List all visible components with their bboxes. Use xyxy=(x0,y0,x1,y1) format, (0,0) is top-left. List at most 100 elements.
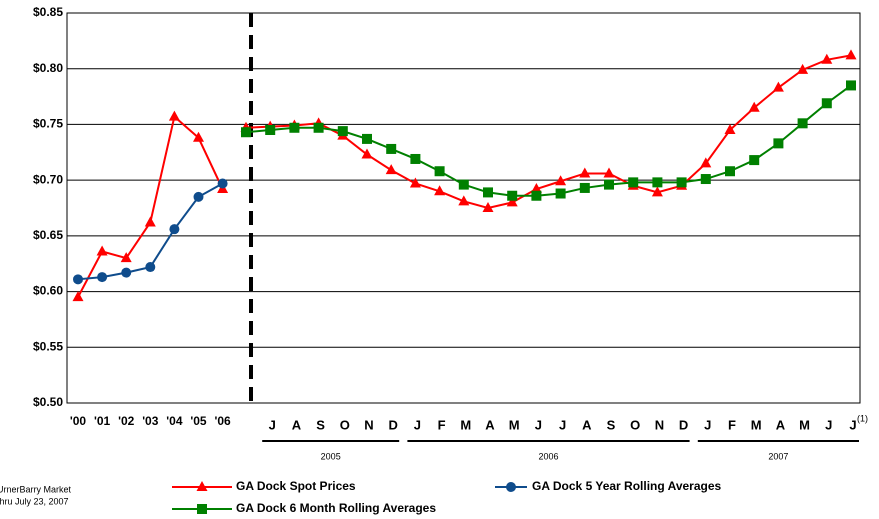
data-point xyxy=(434,185,446,196)
x-tick-label: '06 xyxy=(214,414,231,428)
data-point xyxy=(169,224,180,235)
footnote-marker: (1) xyxy=(857,413,868,423)
data-point xyxy=(458,179,469,190)
x-tick-label: N xyxy=(655,417,664,432)
data-point xyxy=(531,190,542,201)
y-tick-label: $0.55 xyxy=(33,339,63,353)
data-point xyxy=(749,155,760,166)
data-point xyxy=(603,167,615,178)
x-tick-label: J xyxy=(414,417,421,432)
data-point xyxy=(483,187,493,198)
data-point xyxy=(217,178,228,189)
data-point xyxy=(628,177,639,188)
data-point xyxy=(361,148,373,159)
x-tick-label: O xyxy=(630,417,640,432)
y-tick-label: $0.70 xyxy=(33,172,63,186)
data-point xyxy=(145,262,156,273)
data-point xyxy=(676,177,687,188)
legend-label: GA Dock Spot Prices xyxy=(236,479,356,493)
source-line: thru July 23, 2007 xyxy=(0,496,69,506)
x-tick-label: O xyxy=(340,417,350,432)
x-tick-label: '03 xyxy=(142,414,159,428)
x-tick-label: A xyxy=(292,417,302,432)
x-tick-label: J xyxy=(704,417,711,432)
data-point xyxy=(265,125,276,135)
x-tick-label: M xyxy=(799,417,810,432)
data-point xyxy=(241,127,251,138)
data-point xyxy=(410,153,421,164)
y-tick-label: $0.60 xyxy=(33,284,63,298)
data-point xyxy=(72,291,84,302)
data-point xyxy=(772,81,784,92)
x-tick-label: M xyxy=(460,417,471,432)
x-tick-label: '01 xyxy=(94,414,111,428)
legend-label: GA Dock 6 Month Rolling Averages xyxy=(236,501,436,515)
data-point xyxy=(579,167,591,178)
data-point xyxy=(121,267,132,278)
data-point xyxy=(530,183,542,194)
group-label: 2005 xyxy=(321,451,341,461)
x-tick-label: '00 xyxy=(70,414,87,428)
x-tick-label: '05 xyxy=(190,414,207,428)
data-point xyxy=(197,504,207,514)
x-tick-label: S xyxy=(316,417,325,432)
data-point xyxy=(409,177,421,188)
data-point xyxy=(434,166,445,177)
data-point xyxy=(846,80,856,91)
data-point xyxy=(748,101,760,112)
x-tick-label: F xyxy=(728,417,736,432)
data-point xyxy=(555,175,567,186)
legend-label: GA Dock 5 Year Rolling Averages xyxy=(532,479,722,493)
data-point xyxy=(362,133,372,144)
source-line: UrnerBarry Market xyxy=(0,484,72,494)
x-tick-label: M xyxy=(509,417,520,432)
data-point xyxy=(120,252,132,263)
data-point xyxy=(96,245,108,256)
x-tick-label: J xyxy=(849,417,856,432)
x-tick-label: D xyxy=(389,417,398,432)
data-point xyxy=(579,182,590,193)
y-tick-label: $0.75 xyxy=(33,117,63,131)
x-tick-label: J xyxy=(825,417,832,432)
data-point xyxy=(196,481,208,491)
data-point xyxy=(821,53,833,64)
x-tick-label: A xyxy=(485,417,495,432)
data-point xyxy=(73,274,83,285)
x-tick-label: D xyxy=(679,417,688,432)
data-point xyxy=(313,122,324,133)
data-point xyxy=(506,196,518,207)
x-tick-label: '04 xyxy=(166,414,183,428)
data-point xyxy=(144,216,156,227)
x-tick-label: F xyxy=(438,417,446,432)
group-label: 2007 xyxy=(768,451,788,461)
data-point xyxy=(193,131,204,142)
x-tick-label: J xyxy=(535,417,542,432)
data-point xyxy=(458,195,470,206)
data-point xyxy=(555,188,566,199)
data-point xyxy=(337,126,348,137)
data-point xyxy=(604,179,614,190)
x-tick-label: J xyxy=(269,417,276,432)
group-label: 2006 xyxy=(538,451,558,461)
data-point xyxy=(724,124,736,134)
y-tick-label: $0.85 xyxy=(33,5,63,19)
data-point xyxy=(773,138,784,149)
data-point xyxy=(506,482,516,492)
data-point xyxy=(821,98,832,109)
x-tick-label: J xyxy=(559,417,566,432)
data-point xyxy=(386,143,397,154)
data-point xyxy=(385,164,397,175)
data-point xyxy=(168,110,180,121)
data-point xyxy=(725,166,735,177)
data-point xyxy=(845,49,857,60)
data-point xyxy=(797,118,808,129)
y-tick-label: $0.50 xyxy=(33,395,63,409)
data-point xyxy=(507,190,518,201)
data-point xyxy=(289,122,300,133)
data-point xyxy=(482,202,494,212)
y-tick-label: $0.80 xyxy=(33,61,63,75)
data-point xyxy=(700,174,711,185)
plot-frame xyxy=(66,12,861,404)
